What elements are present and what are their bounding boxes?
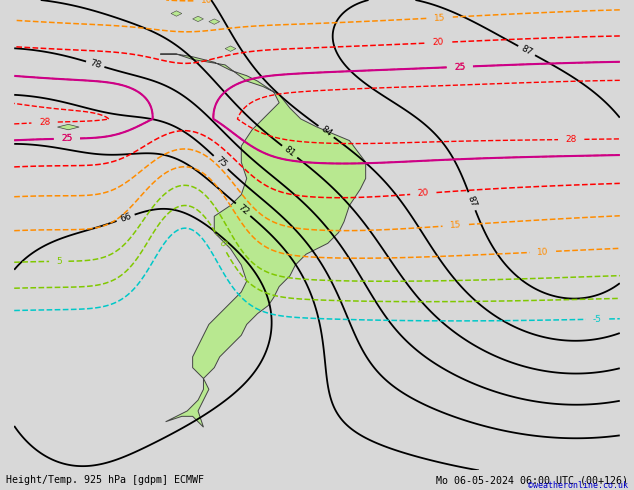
Text: 0: 0 (216, 239, 227, 248)
Text: 20: 20 (417, 189, 429, 198)
Text: 75: 75 (214, 155, 228, 170)
Polygon shape (193, 16, 204, 22)
Text: 87: 87 (519, 44, 534, 57)
Text: 25: 25 (454, 62, 465, 72)
Text: ©weatheronline.co.uk: ©weatheronline.co.uk (527, 481, 628, 490)
Polygon shape (209, 19, 219, 24)
Text: 20: 20 (432, 38, 443, 48)
Text: Height/Temp. 925 hPa [gdpm] ECMWF: Height/Temp. 925 hPa [gdpm] ECMWF (6, 475, 204, 485)
Text: 5: 5 (56, 257, 61, 266)
Text: 28: 28 (39, 118, 51, 127)
Text: 84: 84 (319, 124, 333, 139)
Text: 15: 15 (450, 220, 462, 230)
Polygon shape (225, 46, 236, 51)
Text: 81: 81 (282, 145, 297, 159)
Polygon shape (58, 124, 79, 130)
Text: 78: 78 (88, 58, 102, 70)
Text: -5: -5 (593, 315, 602, 324)
Text: 10: 10 (201, 0, 212, 5)
Polygon shape (160, 54, 366, 427)
Text: 87: 87 (465, 194, 478, 208)
Text: 25: 25 (61, 134, 73, 143)
Text: 25: 25 (454, 62, 465, 72)
Text: 25: 25 (61, 134, 73, 143)
Text: 15: 15 (434, 13, 446, 23)
Text: 66: 66 (119, 212, 133, 224)
Text: 28: 28 (566, 135, 577, 144)
Text: Mo 06-05-2024 06:00 UTC (00+126): Mo 06-05-2024 06:00 UTC (00+126) (436, 475, 628, 485)
Text: 72: 72 (236, 202, 250, 217)
Text: 10: 10 (537, 247, 549, 257)
Polygon shape (171, 11, 182, 16)
